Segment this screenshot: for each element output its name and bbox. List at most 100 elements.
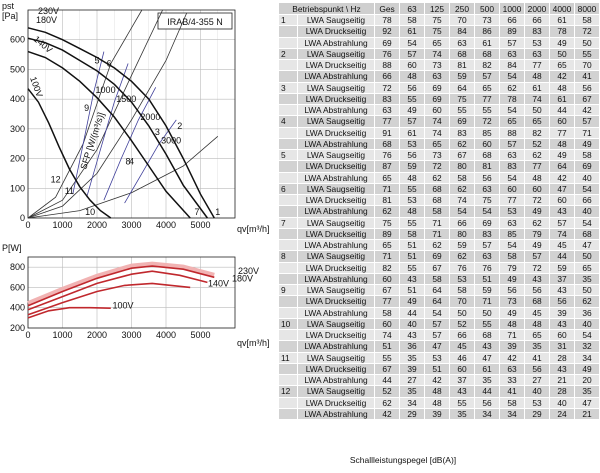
value-cell: 57 [399, 47, 425, 61]
value-cell: 62 [574, 295, 600, 308]
y-tick-label: 400 [10, 94, 25, 104]
value-cell: 61 [399, 126, 425, 139]
fan-curve [27, 50, 191, 219]
value-cell: 67 [449, 148, 475, 162]
value-cell: 81 [374, 193, 400, 207]
table-row: LWA Abstrahlung 63 49 60 55 55 54 50 44 42 [278, 103, 600, 117]
value-cell: 89 [499, 25, 525, 38]
sfp-line-label: 1000 [96, 85, 116, 95]
value-cell: 35 [399, 385, 425, 398]
value-cell: 79 [524, 227, 550, 241]
value-cell: 64 [449, 81, 475, 94]
value-cell: 55 [374, 351, 400, 364]
value-cell: 77 [374, 115, 400, 128]
value-cell: 53 [524, 36, 550, 49]
operating-point-label: 6 [107, 58, 112, 68]
value-cell: 35 [474, 373, 500, 387]
table-row: LWA Abstrahlung 60 43 58 53 51 49 43 37 35 [278, 272, 600, 286]
operating-point-cell: 2 [278, 47, 298, 61]
table-row: LWA Abstrahlung 65 51 62 59 57 54 49 45 47 [278, 238, 600, 252]
value-cell: 71 [374, 250, 400, 263]
value-cell: 78 [374, 13, 400, 27]
power-curve [27, 265, 215, 307]
table-header-row: Betriebspunkt \ Hz Ges 63 125 250 500 1000 2000… [278, 2, 600, 15]
value-cell: 49 [499, 306, 525, 319]
value-cell: 78 [499, 92, 525, 106]
value-cell: 64 [549, 160, 575, 173]
operating-point-label: 2 [177, 121, 182, 131]
value-cell: 54 [574, 216, 600, 229]
value-cell: 63 [374, 103, 400, 117]
value-cell: 58 [424, 205, 450, 218]
sfp-line [86, 63, 129, 198]
value-cell: 61 [474, 362, 500, 376]
value-cell: 35 [399, 351, 425, 364]
value-cell: 58 [449, 283, 475, 297]
sound-power-table: Betriebspunkt \ Hz Ges 63 125 250 500 1000 2000… [278, 2, 600, 421]
value-cell: 48 [499, 317, 525, 331]
value-cell: 49 [524, 238, 550, 252]
value-cell: 58 [424, 272, 450, 286]
value-cell: 60 [374, 317, 400, 331]
pressure-chart: 0 100 200 300 400 500 600 0 1000 2000 3000 4000 5000… [2, 1, 270, 234]
value-cell: 41 [574, 70, 600, 83]
value-cell: 40 [399, 317, 425, 331]
operating-point-cell [278, 272, 298, 286]
value-cell: 69 [474, 216, 500, 229]
value-cell: 48 [399, 171, 425, 184]
measurement-label-cell: LWA Saugseitig [297, 47, 375, 61]
operating-point-cell [278, 407, 298, 421]
value-cell: 68 [524, 295, 550, 308]
value-cell: 49 [574, 362, 600, 376]
value-cell: 54 [499, 171, 525, 184]
value-cell: 54 [449, 205, 475, 218]
value-cell: 70 [449, 13, 475, 27]
operating-point-cell: 5 [278, 148, 298, 162]
value-cell: 50 [574, 250, 600, 263]
table-row: LWA Abstrahlung 58 44 54 50 50 49 45 39 36 [278, 306, 600, 319]
table-header-cell: Ges [374, 2, 400, 15]
table-row: LWA Druckseitig 88 60 73 81 82 84 77 65 70 [278, 58, 600, 72]
value-cell: 65 [499, 115, 525, 128]
operating-point-cell [278, 58, 298, 72]
value-cell: 49 [399, 295, 425, 308]
value-cell: 43 [399, 328, 425, 342]
table-header-cell: 250 [449, 2, 475, 15]
value-cell: 68 [449, 47, 475, 61]
value-cell: 41 [524, 351, 550, 364]
value-cell: 48 [424, 396, 450, 409]
table-row: LWA Abstrahlung 51 36 47 45 43 39 35 31 32 [278, 340, 600, 353]
power-chart: 200 400 600 800 0 1000 2000 3000 4000 5000 P[W] qv[… [2, 243, 270, 348]
measurement-label-cell: LWA Saugseitig [297, 182, 375, 196]
value-cell: 54 [399, 36, 425, 49]
value-cell: 60 [449, 362, 475, 376]
value-cell: 32 [574, 340, 600, 353]
value-cell: 66 [524, 13, 550, 27]
value-cell: 44 [374, 373, 400, 387]
value-cell: 53 [399, 193, 425, 207]
value-cell: 57 [574, 115, 600, 128]
table-row: LWA Abstrahlung 69 54 65 63 61 57 53 49 50 [278, 36, 600, 49]
value-cell: 69 [424, 81, 450, 94]
table-header: Betriebspunkt \ Hz Ges 63 125 250 500 1000 2000… [278, 2, 600, 15]
value-cell: 66 [374, 70, 400, 83]
measurement-label-cell: LWA Saugseitig [297, 351, 375, 364]
x-tick-label: 1000 [52, 220, 72, 230]
value-cell: 83 [474, 227, 500, 241]
x-tick-label: 4000 [156, 330, 176, 340]
measurement-label-cell: LWA Abstrahlung [297, 137, 375, 151]
value-cell: 66 [449, 328, 475, 342]
measurement-label-cell: LWA Druckseitig [297, 328, 375, 342]
value-cell: 43 [549, 362, 575, 376]
value-cell: 58 [449, 171, 475, 184]
value-cell: 41 [499, 385, 525, 398]
operating-point-cell [278, 36, 298, 49]
value-cell: 71 [474, 295, 500, 308]
operating-point-cell: 7 [278, 216, 298, 229]
value-cell: 77 [499, 193, 525, 207]
table-row: LWA Abstrahlung 44 27 42 37 35 33 27 21 20 [278, 373, 600, 387]
value-cell: 65 [424, 36, 450, 49]
value-cell: 50 [524, 103, 550, 117]
operating-point-label: 9 [84, 103, 89, 113]
value-cell: 20 [574, 373, 600, 387]
